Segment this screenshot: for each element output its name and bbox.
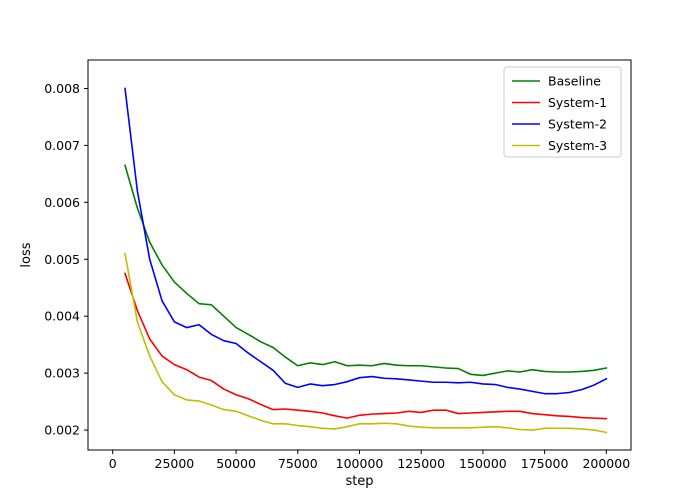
y-tick-label: 0.003 xyxy=(44,366,80,381)
series-layer xyxy=(124,87,608,434)
legend-label-system-1: System-1 xyxy=(548,95,607,110)
y-tick-label: 0.004 xyxy=(44,309,80,324)
x-tick-label: 50000 xyxy=(216,456,256,471)
y-tick-label: 0.006 xyxy=(44,195,80,210)
series-line-system-1 xyxy=(124,272,608,420)
y-tick-label: 0.005 xyxy=(44,252,80,267)
y-tick-label: 0.008 xyxy=(44,81,80,96)
x-axis-label: step xyxy=(345,474,373,489)
y-axis-ticks: 0.002 0.003 0.004 0.005 0.006 0.007 0.008 xyxy=(44,81,88,438)
legend-label-system-3: System-3 xyxy=(548,138,607,153)
legend-box xyxy=(503,66,622,158)
y-tick-label: 0.007 xyxy=(44,138,80,153)
series-line-baseline xyxy=(124,164,608,377)
legend-label-system-2: System-2 xyxy=(548,117,607,132)
legend-label-baseline: Baseline xyxy=(548,74,601,89)
x-tick-label: 175000 xyxy=(521,456,569,471)
series-line-system-2 xyxy=(124,87,608,395)
y-axis-label: loss xyxy=(19,242,34,267)
x-axis-ticks: 0 25000 50000 75000 100000 125000 150000 175000… xyxy=(109,450,630,471)
x-tick-label: 150000 xyxy=(459,456,507,471)
y-tick-label: 0.002 xyxy=(44,423,80,438)
series-line-system-3 xyxy=(124,252,608,434)
x-tick-label: 25000 xyxy=(155,456,195,471)
x-tick-label: 100000 xyxy=(336,456,384,471)
legend: Baseline System-1 System-2 System-3 xyxy=(503,66,622,158)
x-tick-label: 0 xyxy=(109,456,117,471)
x-tick-label: 125000 xyxy=(397,456,445,471)
x-tick-label: 75000 xyxy=(278,456,318,471)
x-tick-label: 200000 xyxy=(582,456,630,471)
